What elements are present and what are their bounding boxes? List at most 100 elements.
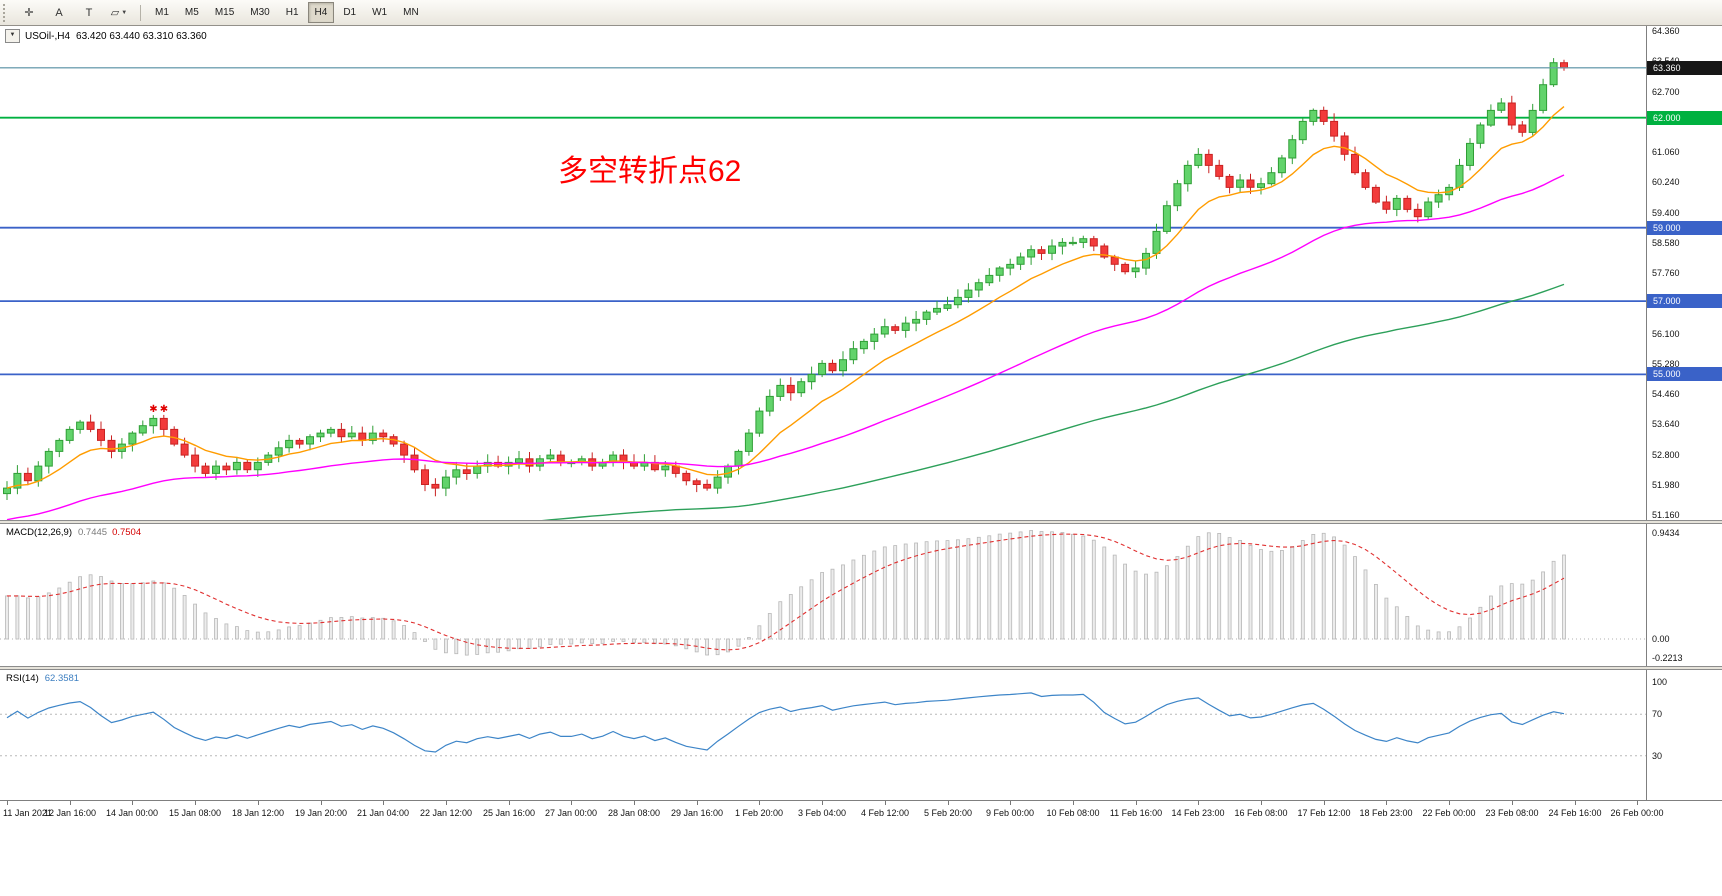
symbol-dropdown-button[interactable]: ▼ [5, 29, 20, 43]
rsi-label: RSI(14) 62.3581 [6, 673, 79, 684]
time-axis-label: 4 Feb 12:00 [860, 808, 910, 818]
chart-title: ▼ USOil-,H4 63.420 63.440 63.310 63.360 [5, 29, 207, 43]
ohlc-values: 63.420 63.440 63.310 63.360 [76, 30, 207, 42]
time-axis-label: 21 Jan 04:00 [356, 808, 410, 818]
macd-signal-line [7, 533, 1565, 651]
time-tick-mark [697, 801, 698, 805]
price-tick-label: 60.240 [1652, 177, 1680, 187]
price-axis[interactable]: 64.36063.54062.70061.06060.24059.40058.5… [1646, 26, 1722, 520]
macd-signal-value: 0.7504 [112, 527, 142, 538]
shapes-tool-button[interactable]: ▱ ▼ [105, 2, 133, 24]
macd-axis-label: -0.2213 [1652, 653, 1683, 663]
macd-name: MACD(12,26,9) [6, 527, 72, 538]
timeframe-button-m15[interactable]: M15 [214, 7, 235, 18]
text-label-tool-button[interactable]: A [45, 2, 73, 24]
timeframe-button-m1[interactable]: M1 [155, 7, 169, 18]
time-tick-mark [509, 801, 510, 805]
rsi-axis-label: 100 [1652, 677, 1668, 687]
time-tick-mark [1637, 801, 1638, 805]
timeframe-button-w1[interactable]: W1 [372, 7, 388, 18]
time-axis-label: 22 Feb 00:00 [1422, 808, 1476, 818]
ma-fast-line [6, 106, 1565, 489]
price-tick-label: 64.360 [1652, 26, 1680, 36]
price-tick-label: 52.800 [1652, 450, 1680, 460]
timeframe-button-d1[interactable]: D1 [343, 7, 357, 18]
time-tick-mark [258, 801, 259, 805]
text-tool-button[interactable]: T [75, 2, 103, 24]
time-tick-mark [571, 801, 572, 805]
time-axis[interactable]: 11 Jan 2021 12 Jan 16:00 14 Jan 00:00 15 Ja… [0, 800, 1722, 826]
time-tick-mark [1324, 801, 1325, 805]
timeframe-button-h1[interactable]: H1 [285, 7, 299, 18]
time-axis-label: 28 Jan 08:00 [607, 808, 661, 818]
timeframe-button-mn[interactable]: MN [403, 7, 419, 18]
star-marker[interactable]: ✱ [160, 404, 168, 415]
macd-panel[interactable]: MACD(12,26,9) 0.7445 0.7504 [0, 524, 1646, 666]
star-marker[interactable]: ✱ [149, 404, 157, 415]
time-tick-mark [885, 801, 886, 805]
price-tick-label: 56.100 [1652, 329, 1680, 339]
macd-histogram [5, 530, 1566, 656]
symbol-timeframe-label: USOil-,H4 [25, 30, 71, 42]
time-axis-label: 22 Jan 12:00 [419, 808, 473, 818]
macd-splitter[interactable] [0, 520, 1722, 524]
dropdown-caret-icon: ▼ [121, 9, 128, 16]
timeframe-button-m30[interactable]: M30 [250, 7, 270, 18]
time-axis-label: 14 Jan 00:00 [105, 808, 159, 818]
time-tick-mark [948, 801, 949, 805]
timeframe-button-h4[interactable]: H4 [307, 2, 335, 23]
time-tick-mark [822, 801, 823, 805]
price-tick-label: 61.060 [1652, 147, 1680, 157]
macd-axis-label: 0.00 [1652, 634, 1670, 645]
rsi-value: 62.3581 [44, 673, 80, 684]
blue-level-55-badge: 55.000 [1647, 367, 1722, 381]
time-axis-label: 25 Jan 16:00 [482, 808, 536, 818]
time-tick-mark [1386, 801, 1387, 805]
rsi-chart[interactable] [0, 670, 1646, 800]
price-tick-label: 58.580 [1652, 238, 1680, 248]
chart-annotation-text[interactable]: 多空转折点62 [558, 155, 742, 188]
time-tick-mark [70, 801, 71, 805]
macd-axis[interactable]: 0.9434 0.00 -0.2213 [1646, 524, 1722, 666]
crosshair-tool-button[interactable]: ✛ [15, 2, 43, 24]
main-chart-plot[interactable]: ✱ ✱ ▼ USOil-,H4 63.420 63.440 63.310 63.3… [0, 26, 1646, 520]
time-axis-label: 12 Jan 16:00 [43, 808, 97, 818]
time-axis-label: 27 Jan 00:00 [544, 808, 598, 818]
rsi-line [6, 692, 1565, 753]
time-axis-label: 11 Feb 16:00 [1109, 808, 1163, 818]
price-tick-label: 51.160 [1652, 510, 1680, 520]
time-tick-mark [7, 801, 8, 805]
blue-level-57-badge: 57.000 [1647, 294, 1722, 308]
time-axis-label: 9 Feb 00:00 [985, 808, 1035, 818]
toolbar-grip[interactable] [3, 3, 9, 22]
macd-chart[interactable] [0, 524, 1646, 666]
timeframes-group: M1 M5 M15 M30 H1 H4 D1 W1 MN [147, 2, 427, 23]
time-axis-label: 10 Feb 08:00 [1046, 808, 1100, 818]
price-tick-label: 55.280 [1652, 359, 1680, 369]
time-tick-mark [1512, 801, 1513, 805]
toolbar-separator [140, 4, 141, 21]
toolbar: ✛ A T ▱ ▼ M1 M5 M15 M30 H1 H4 D1 W1 MN [0, 0, 1722, 26]
time-axis-label: 3 Feb 04:00 [797, 808, 847, 818]
time-tick-mark [634, 801, 635, 805]
price-tick-label: 51.980 [1652, 480, 1680, 490]
rsi-axis[interactable]: 100 70 30 [1646, 670, 1722, 800]
text-tool-icon: T [85, 6, 93, 19]
rsi-splitter[interactable] [0, 666, 1722, 670]
time-tick-mark [1136, 801, 1137, 805]
candlestick-chart[interactable]: ✱ ✱ [0, 26, 1646, 520]
time-tick-mark [195, 801, 196, 805]
price-tick-label: 57.760 [1652, 268, 1680, 278]
time-tick-mark [132, 801, 133, 805]
time-tick-mark [1010, 801, 1011, 805]
rsi-panel[interactable]: RSI(14) 62.3581 [0, 670, 1646, 800]
blue-level-59-badge: 59.000 [1647, 221, 1722, 235]
time-axis-label: 23 Feb 08:00 [1485, 808, 1539, 818]
drawing-tools-group: ✛ A T ▱ ▼ [14, 2, 134, 24]
green-level-62-badge: 62.000 [1647, 111, 1722, 125]
macd-main-value: 0.7445 [78, 527, 108, 538]
timeframe-button-m5[interactable]: M5 [184, 7, 199, 18]
rsi-axis-label: 70 [1652, 709, 1663, 719]
time-tick-mark [1449, 801, 1450, 805]
price-tick-label: 54.460 [1652, 389, 1680, 399]
